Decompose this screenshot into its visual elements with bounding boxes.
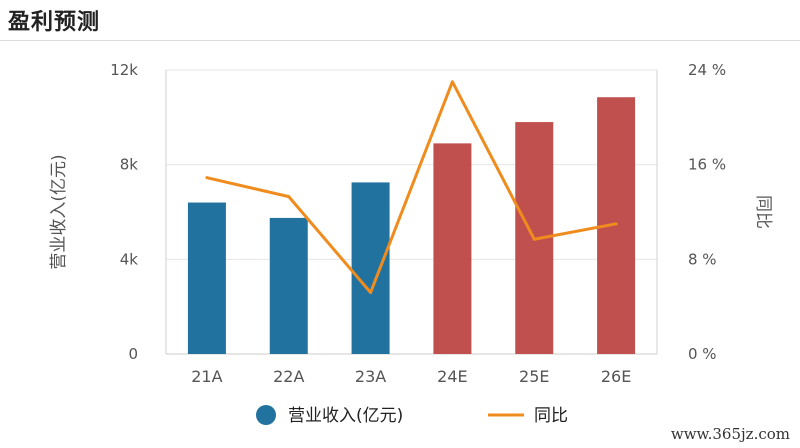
y2-tick-label: 8 % [688,250,717,268]
y-tick-label: 4k [120,250,139,268]
x-tick-label: 23A [355,367,386,386]
y2-tick-label: 24 % [688,61,726,79]
y2-tick-label: 0 % [688,345,717,363]
x-tick-label: 26E [601,367,631,386]
title-divider [0,40,800,41]
y-tick-label: 8k [120,156,139,174]
y-tick-label: 0 [128,345,138,363]
yoy-point-22A [287,195,291,199]
bar-24E [433,143,472,354]
yoy-point-23A [369,290,373,294]
x-tick-label: 25E [519,367,549,386]
x-tick-label: 21A [191,367,222,386]
x-tick-label: 24E [437,367,467,386]
bar-22A [269,217,308,354]
page-title: 盈利预测 [8,10,101,35]
bar-21A [187,202,226,354]
yoy-point-25E [532,237,536,241]
legend-bar-swatch [256,405,276,425]
y2-tick-label: 16 % [688,156,726,174]
yoy-point-24E [450,80,454,84]
y-axis-title: 营业收入(亿元) [49,154,69,269]
legend-line-label: 同比 [534,406,568,426]
y-tick-label: 12k [110,61,138,79]
bar-23A [351,182,390,354]
yoy-point-26E [614,222,618,226]
x-tick-label: 22A [273,367,304,386]
legend-bar-label: 营业收入(亿元) [288,406,403,426]
yoy-line [206,80,617,294]
y2-axis-title: 同比 [753,195,773,229]
watermark: www.365jz.com [666,424,794,444]
yoy-point-21A [205,176,209,180]
